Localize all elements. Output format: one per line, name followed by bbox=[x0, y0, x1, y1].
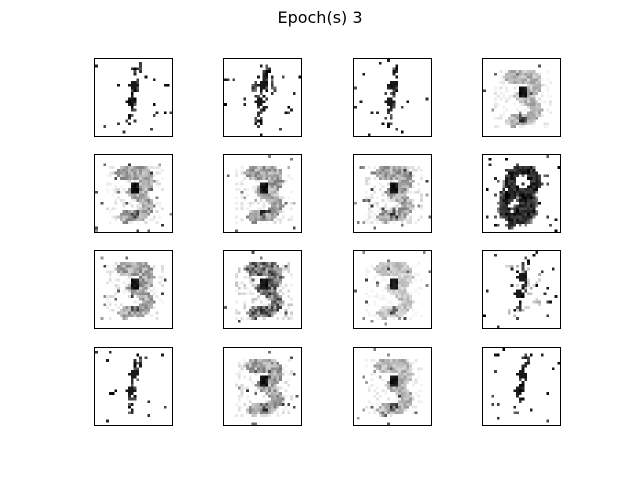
sample-image-r1-c1 bbox=[223, 154, 302, 233]
sample-image-r3-c2 bbox=[353, 347, 432, 426]
generated-digit-image bbox=[224, 251, 293, 323]
generated-digit-image bbox=[354, 251, 431, 326]
generated-digit-image bbox=[485, 155, 560, 232]
sample-image-r3-c1 bbox=[223, 347, 302, 426]
sample-image-r2-c1 bbox=[223, 250, 302, 329]
generated-digit-image bbox=[95, 61, 172, 134]
generated-digit-image bbox=[100, 256, 167, 320]
generated-digit-image bbox=[483, 64, 552, 128]
generated-digit-image bbox=[356, 348, 423, 425]
generated-digit-image bbox=[95, 350, 167, 423]
generated-digit-image bbox=[224, 64, 301, 136]
sample-image-r0-c0 bbox=[94, 58, 173, 137]
sample-image-r1-c2 bbox=[353, 154, 432, 233]
sample-image-r2-c2 bbox=[353, 250, 432, 329]
generated-digit-image bbox=[483, 251, 558, 328]
generated-digit-image bbox=[226, 155, 296, 232]
generated-digit-image bbox=[491, 348, 560, 423]
sample-image-r3-c3 bbox=[482, 347, 561, 426]
sample-image-r1-c0 bbox=[94, 154, 173, 233]
generated-digit-image bbox=[354, 59, 429, 136]
sample-image-r1-c3 bbox=[482, 154, 561, 233]
generated-digit-image bbox=[354, 166, 431, 230]
sample-image-r2-c0 bbox=[94, 250, 173, 329]
sample-image-r3-c0 bbox=[94, 347, 173, 426]
generated-digit-image bbox=[95, 163, 172, 232]
generated-digit-image bbox=[235, 350, 299, 425]
figure-title: Epoch(s) 3 bbox=[277, 8, 363, 27]
sample-image-r2-c3 bbox=[482, 250, 561, 329]
sample-image-r0-c3 bbox=[482, 58, 561, 137]
sample-image-r0-c1 bbox=[223, 58, 302, 137]
sample-image-r0-c2 bbox=[353, 58, 432, 137]
